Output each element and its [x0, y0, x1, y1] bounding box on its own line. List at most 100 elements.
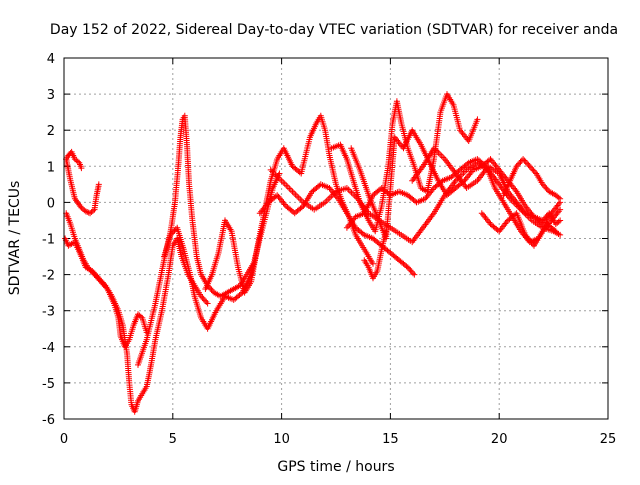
data-point-group	[348, 145, 363, 171]
data-point-group	[87, 207, 96, 217]
data-point-group	[531, 230, 545, 249]
data-point-group	[370, 235, 384, 248]
data-point-group	[63, 156, 74, 182]
data-point-group	[461, 168, 475, 184]
data-point-group	[235, 264, 248, 294]
data-point	[383, 228, 390, 235]
data-point	[369, 260, 376, 267]
data-point-group	[71, 195, 84, 210]
y-tick-label: -4	[42, 341, 55, 356]
data-point-group	[76, 246, 86, 262]
data-point-group	[374, 248, 385, 274]
data-point-group	[444, 186, 458, 199]
series-track-4	[63, 210, 150, 350]
data-point-group	[181, 112, 190, 146]
data-point-group	[420, 147, 436, 170]
data-point-group	[513, 188, 528, 208]
data-point-group	[417, 185, 429, 194]
y-tick-label: 4	[47, 52, 55, 67]
data-point-group	[167, 201, 178, 235]
x-tick-label: 5	[169, 432, 177, 447]
data-point-group	[65, 150, 74, 159]
data-point-group	[533, 170, 545, 186]
data-point-group	[539, 181, 551, 194]
data-point-group	[333, 185, 349, 195]
data-point-group	[139, 314, 150, 334]
data-point-group	[522, 210, 536, 220]
data-point-group	[387, 249, 401, 262]
data-point-group	[254, 212, 267, 249]
data-point-group	[309, 182, 323, 195]
data-point-group	[98, 278, 110, 291]
data-point-group	[409, 164, 425, 184]
data-point-group	[91, 194, 100, 213]
data-point-group	[68, 148, 78, 161]
data-point-group	[396, 257, 410, 270]
data-point-group	[317, 181, 331, 191]
data-point-group	[322, 190, 338, 206]
x-axis-label: GPS time / hours	[277, 459, 394, 475]
data-point	[557, 217, 564, 224]
series-track-5	[135, 112, 257, 368]
data-point-group	[387, 224, 403, 237]
data-point-group	[457, 160, 471, 173]
series-track-10	[328, 91, 481, 235]
data-point	[557, 195, 564, 202]
data-point-group	[126, 324, 136, 343]
data-point-group	[230, 283, 242, 292]
data-point-group	[191, 282, 203, 298]
data-point-group	[539, 219, 554, 235]
data-point-group	[158, 273, 172, 314]
y-tick-label: 1	[47, 160, 55, 175]
data-point-group	[350, 177, 363, 204]
data-point-group	[202, 273, 215, 292]
data-point-group	[343, 185, 360, 201]
data-point-group	[143, 363, 154, 390]
data-point-group	[409, 127, 423, 146]
data-point-group	[398, 231, 414, 244]
data-point-group	[241, 280, 253, 296]
data-point-group	[478, 210, 493, 226]
data-point-group	[404, 192, 419, 205]
data-point-group	[465, 118, 480, 144]
data-point-group	[289, 163, 303, 176]
data-point-group	[426, 159, 441, 182]
data-point-group	[289, 188, 305, 204]
data-point-group	[356, 166, 371, 197]
data-point-group	[256, 200, 271, 217]
data-point-group	[71, 156, 81, 165]
data-point-group	[404, 264, 416, 277]
data-point-group	[152, 309, 165, 343]
data-point-group	[450, 101, 463, 132]
data-point-group	[230, 290, 244, 303]
y-tick-label: -3	[42, 305, 55, 320]
data-point-group	[211, 289, 222, 299]
data-point-group	[552, 218, 562, 228]
data-point-group	[430, 194, 447, 217]
data-point-group	[135, 338, 149, 368]
y-tick-label: 0	[47, 196, 55, 211]
plot-frame	[63, 57, 609, 420]
data-point-group	[548, 208, 562, 224]
data-point-group	[352, 231, 367, 251]
data-point-group	[278, 177, 294, 193]
x-tick-label: 15	[382, 432, 399, 447]
data-point-group	[172, 165, 181, 206]
series-track-13	[409, 145, 564, 228]
data-point-group	[63, 210, 73, 226]
data-point-group	[93, 183, 102, 199]
data-point-group	[174, 224, 187, 251]
x-tick-label: 0	[60, 432, 68, 447]
data-point-group	[526, 163, 538, 176]
data-point-group	[187, 271, 198, 298]
data-point-group	[71, 235, 82, 251]
data-point-group	[67, 221, 78, 240]
data-point-group	[437, 93, 450, 116]
data-point-group	[115, 314, 124, 337]
data-point-group	[352, 211, 366, 220]
data-point-group	[248, 244, 261, 285]
data-point-group	[513, 199, 528, 215]
y-tick-label: -6	[42, 413, 55, 428]
